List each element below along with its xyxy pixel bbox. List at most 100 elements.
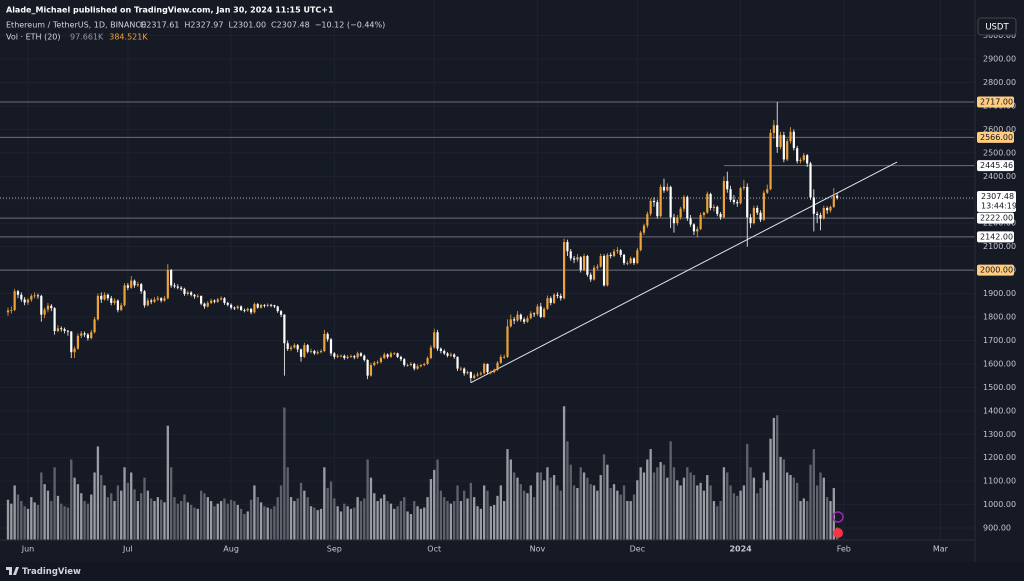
brand-logo: [6, 567, 19, 575]
volume-bar: [393, 508, 396, 540]
volume-value: 97.661K: [70, 33, 104, 42]
volume-bar: [379, 498, 383, 540]
volume-bar: [150, 498, 153, 540]
volume-bar: [53, 467, 56, 540]
volume-bar: [116, 485, 120, 540]
candle-body: [353, 356, 356, 358]
volume-bar: [10, 503, 13, 540]
candle-body: [316, 352, 319, 354]
candle-body: [259, 305, 263, 308]
candle-body: [56, 328, 60, 332]
y-tick-label: 2100.00: [983, 242, 1016, 251]
candle-body: [166, 270, 169, 299]
volume-bar: [163, 502, 166, 540]
price-axis: 900.00 1000.00 1100.00 1200.00 1300.00 1400.0…: [977, 31, 1017, 533]
volume-bar: [436, 459, 439, 540]
candle-body: [692, 224, 696, 232]
volume-bar: [86, 503, 90, 540]
candle-body: [686, 196, 689, 219]
y-tick-label: 3000.00: [983, 31, 1016, 40]
volume-bar: [609, 488, 612, 540]
candle-body: [256, 304, 259, 308]
candle-body: [616, 250, 619, 252]
candle-body: [223, 298, 226, 303]
candle-body: [120, 305, 123, 310]
candle-body: [756, 207, 759, 213]
x-tick-label: Oct: [427, 545, 441, 554]
volume-bar: [376, 501, 379, 540]
candle-body: [543, 308, 546, 318]
volume-bar: [439, 490, 443, 540]
volume-bar: [559, 490, 562, 540]
volume-bar: [386, 501, 389, 540]
candle-body: [263, 305, 266, 306]
volume-bar: [366, 459, 369, 540]
candle-body: [652, 200, 656, 203]
candle-body: [236, 306, 239, 309]
x-tick-label: Nov: [530, 545, 546, 554]
candle-body: [103, 294, 106, 300]
currency[interactable]: USDT: [985, 23, 1009, 33]
volume-bar: [692, 475, 696, 540]
volume-bar: [782, 459, 786, 540]
volume-bar: [532, 497, 536, 540]
candle-body: [156, 298, 159, 300]
volume-bar: [93, 472, 96, 540]
candle-body: [536, 306, 539, 315]
candle-body: [53, 308, 56, 332]
volume-bar: [746, 443, 749, 540]
volume-bar: [309, 506, 313, 540]
candle-body: [423, 363, 426, 366]
candle-body: [336, 355, 339, 357]
volume-bar: [319, 508, 323, 540]
volume-bar: [20, 501, 23, 540]
candle-body: [612, 251, 616, 257]
volume-bar: [396, 506, 399, 540]
level-label: 2142.00: [980, 232, 1013, 241]
candle-body: [786, 141, 789, 160]
currency-button[interactable]: [977, 17, 1017, 36]
event-marker[interactable]: [832, 511, 844, 523]
volume-bar: [50, 501, 53, 540]
y-tick-label: 1600.00: [983, 359, 1016, 368]
candle-body: [136, 284, 139, 286]
candle-body: [832, 195, 835, 207]
volume-bar: [722, 467, 726, 540]
candle-body: [76, 335, 80, 349]
volume-bar: [226, 503, 229, 540]
candle-body: [26, 299, 30, 303]
candle-body: [716, 206, 719, 214]
candle-body: [483, 363, 486, 374]
candle-body: [762, 192, 765, 220]
volume-bar: [562, 406, 566, 540]
candle-body: [6, 310, 10, 313]
candle-body: [269, 304, 273, 306]
volume-bar: [646, 459, 649, 540]
y-tick-label: 2800.00: [983, 78, 1016, 87]
candle-body: [679, 208, 682, 218]
volume-bar: [153, 501, 156, 540]
candle-body: [16, 291, 20, 295]
volume-bar: [203, 493, 206, 540]
volume-bar: [206, 497, 209, 540]
volume-bar: [433, 469, 436, 540]
x-tick-label: Jul: [122, 545, 133, 554]
candle-body: [229, 304, 233, 308]
candle-body: [609, 254, 612, 257]
x-tick-label: Jun: [21, 545, 35, 554]
volume-bar: [126, 482, 130, 540]
candle-body: [466, 372, 469, 374]
candle-body: [429, 347, 432, 359]
x-tick-label: Mar: [933, 545, 949, 554]
candle-body: [60, 328, 63, 330]
candle-body: [702, 212, 706, 216]
volume-bar: [726, 472, 729, 540]
volume-bar: [100, 475, 103, 540]
candle-body: [289, 347, 293, 349]
candle-body: [816, 213, 819, 216]
volume-bar: [173, 497, 176, 540]
event-marker[interactable]: [833, 528, 843, 538]
volume-bar: [399, 501, 403, 540]
